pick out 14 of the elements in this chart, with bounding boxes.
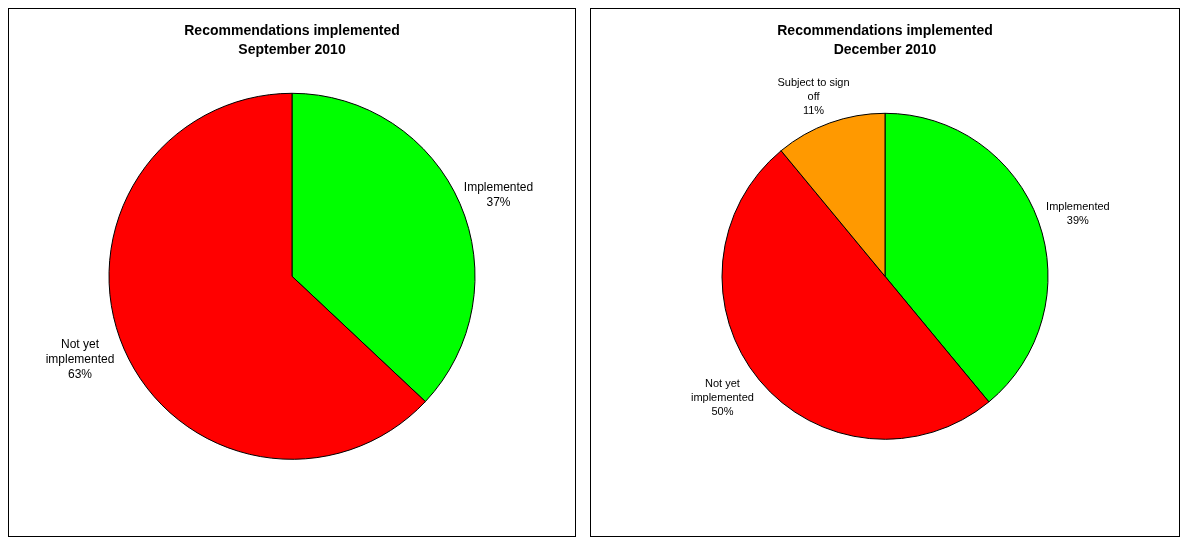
slice-label: Subject to sign off	[777, 75, 850, 102]
data-label: 50%	[711, 405, 734, 418]
slice-label: Implemented	[463, 179, 534, 194]
chart-subtitle: September 2010	[238, 41, 346, 58]
data-label: 37%	[486, 194, 511, 209]
slice-label: Not yet implemented	[690, 377, 754, 404]
chart-title: Recommendations implemented	[184, 22, 400, 39]
slice-label: Not yet implemented	[45, 337, 115, 367]
chart-title: Recommendations implemented	[777, 22, 993, 39]
data-label: 39%	[1066, 213, 1090, 226]
chart-subtitle: December 2010	[833, 41, 937, 58]
slice-label: Implemented	[1046, 199, 1110, 212]
data-label: 63%	[67, 367, 93, 382]
data-label: 11%	[802, 103, 825, 116]
